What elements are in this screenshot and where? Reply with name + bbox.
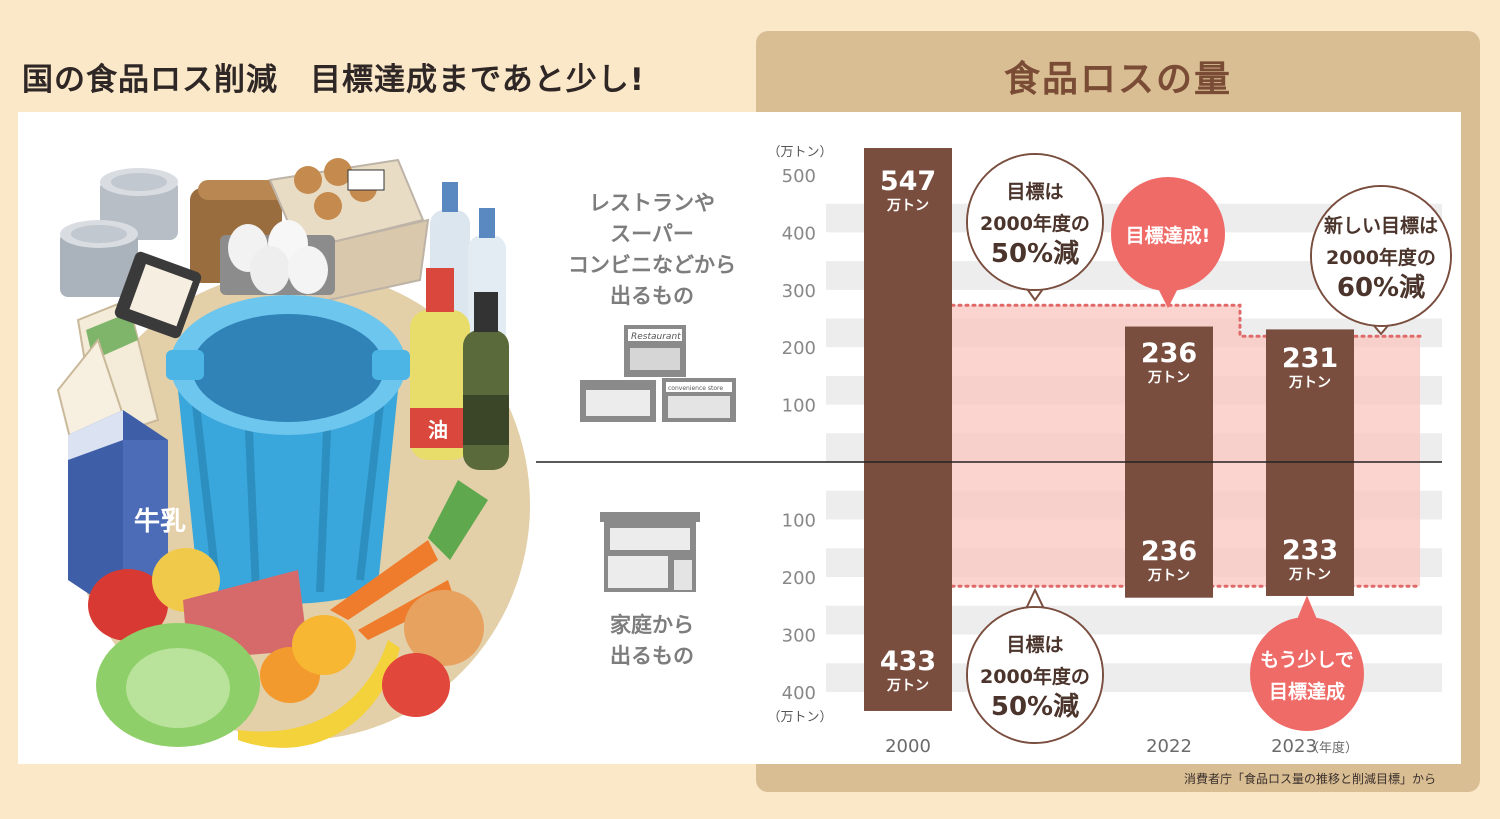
bubble-target-lower-text: 目標は xyxy=(1006,633,1063,656)
y-tick-upper: 500 xyxy=(782,166,816,187)
bar-unit-label: 万トン xyxy=(886,678,929,694)
y-tick-upper: 100 xyxy=(782,396,816,417)
y-tick-lower: 200 xyxy=(782,568,816,589)
unit-label-upper: （万トン） xyxy=(767,145,832,160)
bubble-almost-fill xyxy=(1252,619,1362,729)
bar-household-2022 xyxy=(1125,462,1213,598)
bar-value-label: 547 xyxy=(880,166,936,197)
trash-bin-icon xyxy=(166,295,410,604)
food-waste-illustration: 牛乳 油 xyxy=(56,158,530,748)
label-business: レストランや スーパー コンビニなどから 出るもの xyxy=(568,191,736,308)
bubble-achieved-fill xyxy=(1113,179,1223,289)
bubble-new-target-text: 2000年度の xyxy=(1326,246,1436,269)
restaurant-sign: Restaurant xyxy=(631,332,681,342)
headline: 国の食品ロス削減 目標達成まであと少し! xyxy=(22,62,645,98)
label-household: 家庭から 出るもの xyxy=(610,613,694,668)
x-tick-label: 2000 xyxy=(885,736,931,757)
bar-value-label: 233 xyxy=(1282,535,1338,566)
x-unit-label: （年度） xyxy=(1306,740,1358,756)
bar-unit-label: 万トン xyxy=(1147,568,1190,584)
bar-business-2022 xyxy=(1125,326,1213,462)
bar-value-label: 231 xyxy=(1282,343,1338,374)
x-tick-label: 2023 xyxy=(1271,736,1317,757)
bar-value-label: 236 xyxy=(1141,536,1197,567)
y-tick-lower: 400 xyxy=(782,683,816,704)
bar-unit-label: 万トン xyxy=(1288,567,1331,583)
bubble-target-upper-text: 目標は xyxy=(1006,180,1063,203)
bubble-new-target-text: 60%減 xyxy=(1337,273,1425,303)
x-tick-label: 2022 xyxy=(1146,736,1192,757)
house-icon xyxy=(600,512,700,592)
bubble-new-target-text: 新しい目標は xyxy=(1324,214,1438,237)
y-tick-upper: 300 xyxy=(782,281,816,302)
source-note: 消費者庁「食品ロス量の推移と削減目標」から xyxy=(1183,772,1436,786)
bar-value-label: 433 xyxy=(880,646,936,677)
convenience-sign: convenience store xyxy=(668,385,723,392)
bubble-target-upper-fill xyxy=(968,155,1102,289)
bar-unit-label: 万トン xyxy=(1288,375,1331,391)
eggs-icon xyxy=(220,220,335,295)
unit-label-lower: （万トン） xyxy=(767,710,832,725)
bar-household-2000 xyxy=(864,462,952,711)
bar-unit-label: 万トン xyxy=(886,198,929,214)
panel-title: 食品ロスの量 xyxy=(1003,59,1232,100)
bar-value-label: 236 xyxy=(1141,338,1197,369)
bubble-target-lower-text: 2000年度の xyxy=(980,665,1090,688)
bar-household-2023 xyxy=(1266,462,1354,596)
y-tick-lower: 300 xyxy=(782,626,816,647)
vegetables-icon xyxy=(88,480,488,748)
bar-business-2023 xyxy=(1266,329,1354,462)
can-icon xyxy=(60,168,178,297)
bubble-target-lower-text: 50%減 xyxy=(991,692,1079,722)
egg-pack-icon xyxy=(268,158,430,307)
bubble-new-target-fill xyxy=(1312,187,1450,325)
y-tick-lower: 100 xyxy=(782,511,816,532)
bar-unit-label: 万トン xyxy=(1147,370,1190,386)
bubble-target-upper-text: 2000年度の xyxy=(980,212,1090,235)
bubble-almost-text: もう少しで xyxy=(1260,649,1354,671)
y-tick-upper: 400 xyxy=(782,223,816,244)
milk-label: 牛乳 xyxy=(134,507,186,537)
bubble-target-lower-fill xyxy=(968,608,1102,742)
oil-bottle-icon: 油 xyxy=(410,268,470,460)
bubble-almost-text: 目標達成 xyxy=(1269,680,1345,703)
y-tick-upper: 200 xyxy=(782,338,816,359)
oil-label: 油 xyxy=(428,418,448,442)
bubble-achieved-text: 目標達成! xyxy=(1126,224,1211,247)
store-icons: Restaurant convenience store xyxy=(580,325,736,422)
bar-business-2000 xyxy=(864,148,952,462)
soy-sauce-bottle-icon xyxy=(463,292,509,470)
bubble-target-upper-text: 50%減 xyxy=(991,239,1079,269)
